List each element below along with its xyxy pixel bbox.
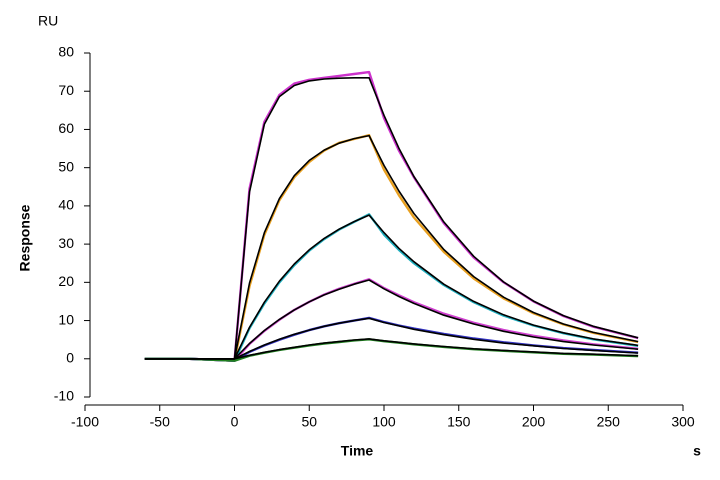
y-axis-label: Response [17,204,33,271]
y-tick-label: 60 [58,120,74,136]
y-tick-label: 0 [66,349,74,365]
y-tick-label: 10 [58,311,74,327]
x-tick-label: 50 [301,414,317,430]
y-tick-label: 20 [58,273,74,289]
y-tick-label: 30 [58,235,74,251]
sensorgram-line [144,77,639,360]
y-unit: RU [38,13,58,29]
x-tick-label: -100 [71,414,99,430]
y-tick-label: -10 [54,388,74,404]
sensorgram-line [144,134,639,360]
y-tick-label: 70 [58,82,74,98]
y-tick-label: 80 [58,44,74,60]
sensorgram-line [144,70,639,362]
sensorgram-line [144,214,639,360]
x-tick-label: 250 [597,414,621,430]
sensorgram-line [144,338,639,362]
sensorgram-line [144,279,639,360]
y-tick-label: 40 [58,197,74,213]
x-tick-label: 150 [447,414,471,430]
x-tick-label: 200 [522,414,546,430]
x-tick-label: 100 [372,414,396,430]
x-unit: s [693,443,701,459]
y-tick-label: 50 [58,158,74,174]
x-tick-label: 300 [671,414,695,430]
sensorgram-line [144,338,639,360]
sensorgram-line [144,134,639,362]
sensorgram-line [144,317,639,360]
x-tick-label: 0 [231,414,239,430]
x-axis-label: Time [341,443,374,459]
x-tick-label: -50 [150,414,170,430]
sensorgram-line [144,213,639,362]
